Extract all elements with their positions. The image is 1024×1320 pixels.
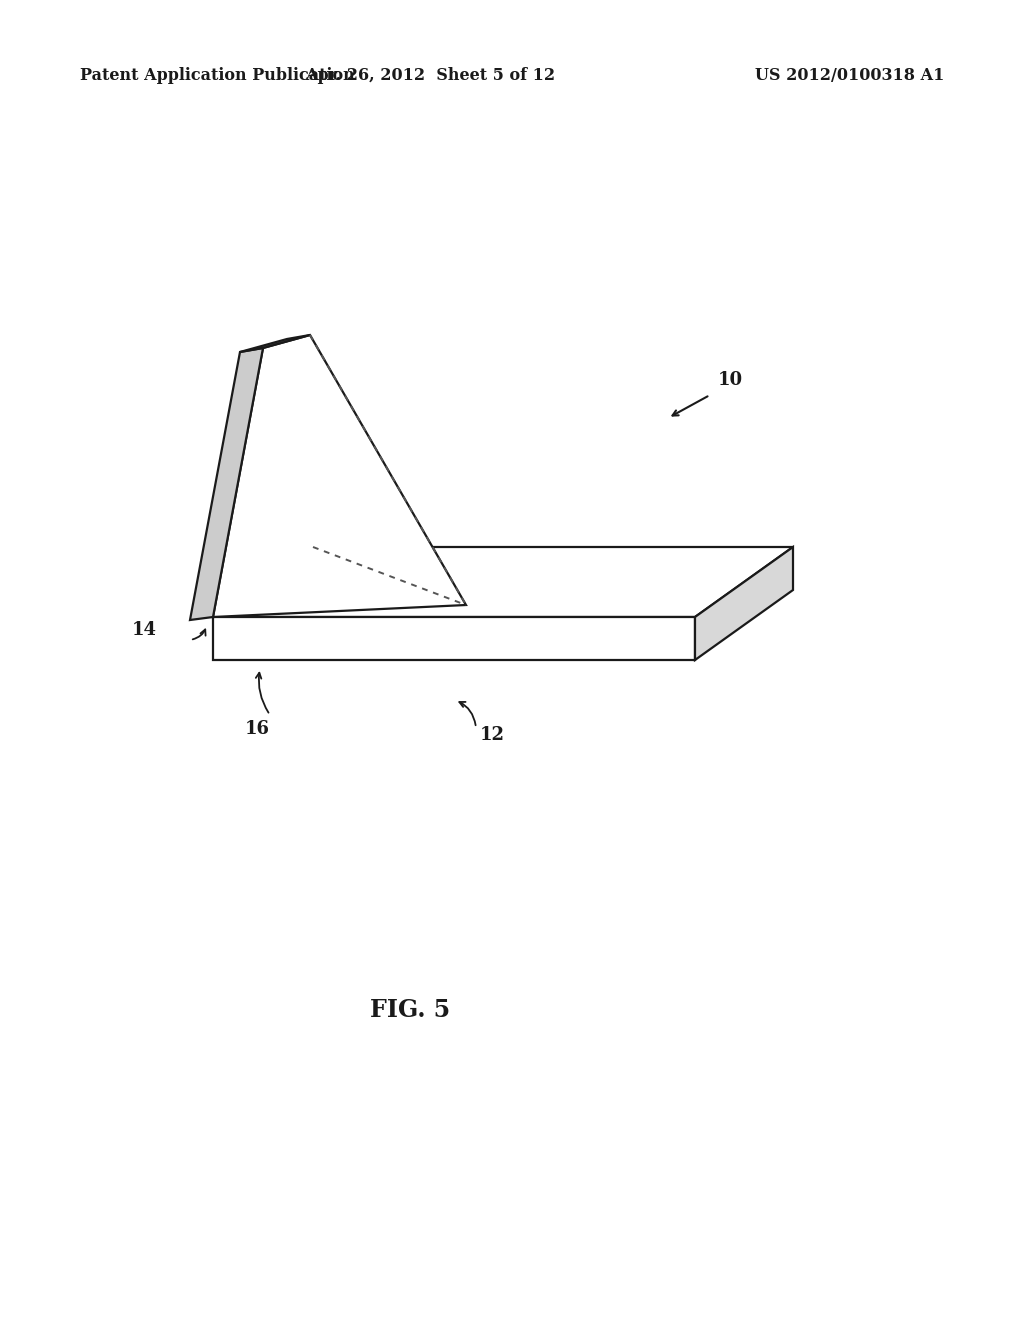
Polygon shape	[240, 335, 310, 352]
Text: 16: 16	[245, 719, 269, 738]
Polygon shape	[213, 335, 466, 616]
Text: 10: 10	[718, 371, 743, 389]
Text: 14: 14	[132, 620, 157, 639]
Text: 12: 12	[480, 726, 505, 744]
Text: Apr. 26, 2012  Sheet 5 of 12: Apr. 26, 2012 Sheet 5 of 12	[305, 66, 555, 83]
Text: FIG. 5: FIG. 5	[370, 998, 451, 1022]
Polygon shape	[695, 546, 793, 660]
Text: US 2012/0100318 A1: US 2012/0100318 A1	[755, 66, 944, 83]
Text: Patent Application Publication: Patent Application Publication	[80, 66, 354, 83]
Polygon shape	[190, 348, 263, 620]
Polygon shape	[213, 616, 695, 660]
Polygon shape	[213, 546, 793, 616]
